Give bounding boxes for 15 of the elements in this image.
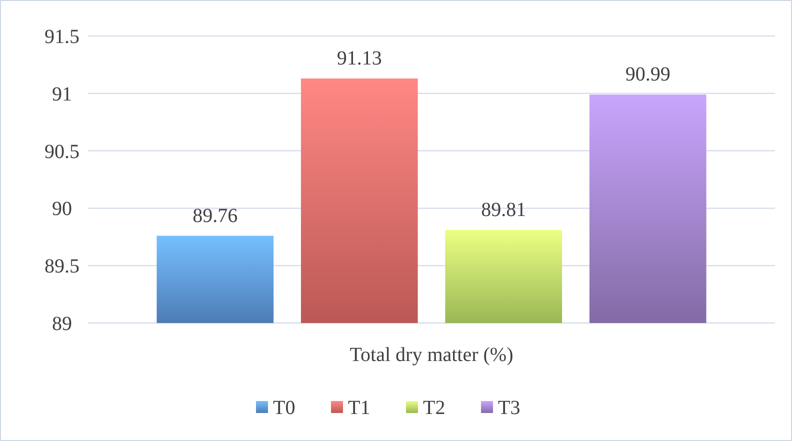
legend-label: T1	[348, 397, 370, 419]
legend-label: T0	[273, 397, 296, 419]
y-tick-label: 91	[52, 83, 72, 106]
y-tick-label: 90.5	[44, 140, 80, 163]
y-tick-label: 91.5	[44, 26, 80, 48]
legend-label: T2	[423, 397, 446, 419]
y-tick-label: 90	[52, 198, 72, 220]
y-tick-label: 89.5	[44, 256, 80, 278]
legend-label: T3	[498, 397, 520, 419]
data-label: 89.81	[481, 199, 526, 222]
x-tick-label: Total dry matter (%)	[350, 344, 514, 366]
data-label: 89.76	[192, 204, 238, 227]
data-label: 91.13	[336, 47, 382, 70]
data-label: 90.99	[625, 64, 670, 86]
y-tick-label: 89	[52, 313, 72, 335]
